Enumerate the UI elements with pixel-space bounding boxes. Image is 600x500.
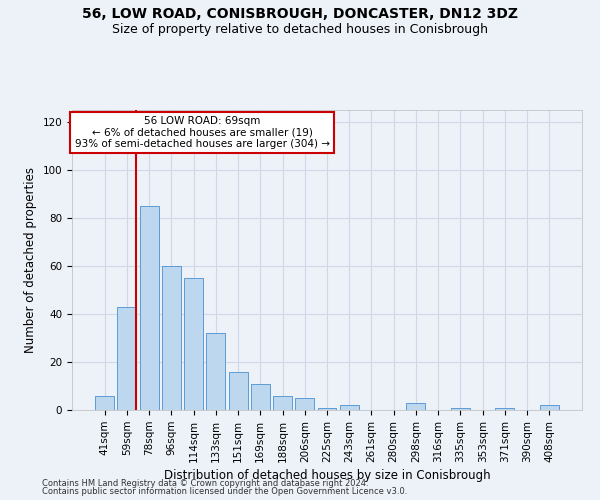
Bar <box>162 266 181 410</box>
Y-axis label: Number of detached properties: Number of detached properties <box>24 167 37 353</box>
Bar <box>406 403 425 410</box>
Bar <box>206 333 225 410</box>
Bar <box>140 206 158 410</box>
Bar <box>340 405 359 410</box>
X-axis label: Distribution of detached houses by size in Conisbrough: Distribution of detached houses by size … <box>164 469 490 482</box>
Bar <box>118 307 136 410</box>
Bar <box>229 372 248 410</box>
Bar <box>295 398 314 410</box>
Bar <box>540 405 559 410</box>
Bar <box>451 408 470 410</box>
Bar <box>273 396 292 410</box>
Text: 56 LOW ROAD: 69sqm
← 6% of detached houses are smaller (19)
93% of semi-detached: 56 LOW ROAD: 69sqm ← 6% of detached hous… <box>74 116 329 149</box>
Bar <box>251 384 270 410</box>
Text: 56, LOW ROAD, CONISBROUGH, DONCASTER, DN12 3DZ: 56, LOW ROAD, CONISBROUGH, DONCASTER, DN… <box>82 8 518 22</box>
Bar <box>317 408 337 410</box>
Text: Contains HM Land Registry data © Crown copyright and database right 2024.: Contains HM Land Registry data © Crown c… <box>42 478 368 488</box>
Bar <box>95 396 114 410</box>
Bar <box>496 408 514 410</box>
Text: Contains public sector information licensed under the Open Government Licence v3: Contains public sector information licen… <box>42 487 407 496</box>
Text: Size of property relative to detached houses in Conisbrough: Size of property relative to detached ho… <box>112 22 488 36</box>
Bar <box>184 278 203 410</box>
